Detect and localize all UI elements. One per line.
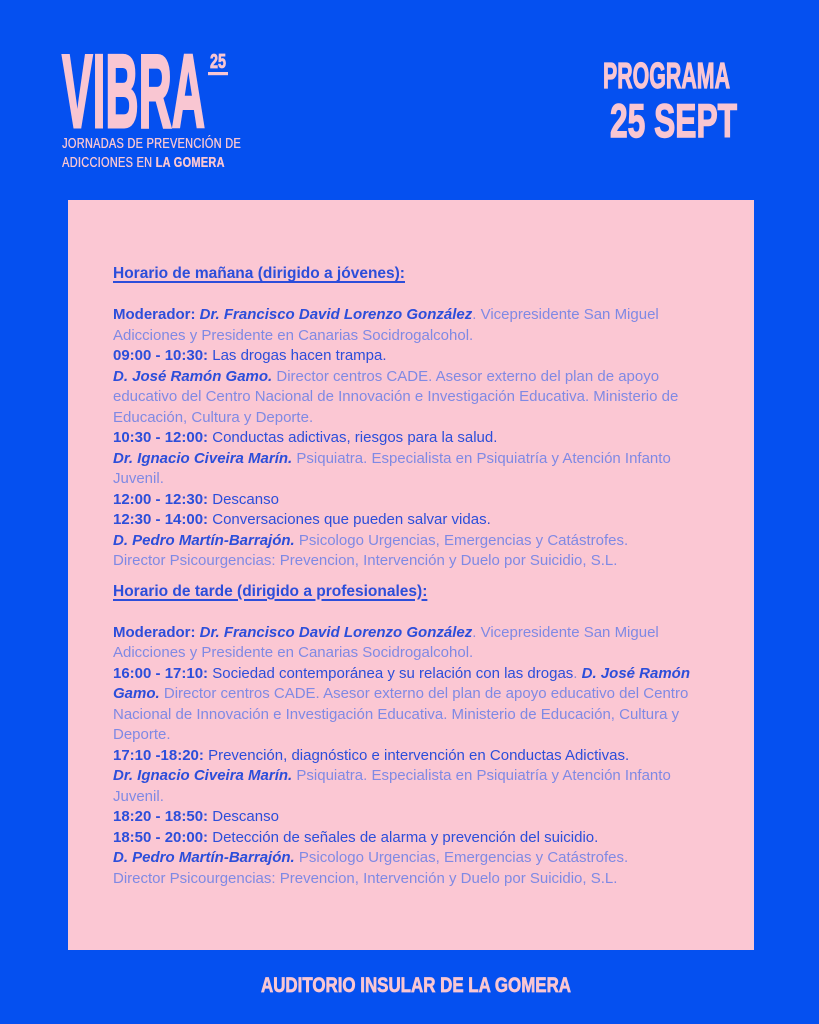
- text-run: D. José Ramón Gamo.: [113, 367, 273, 385]
- schedule-paragraph: 12:00 - 12:30: Descanso: [113, 490, 708, 511]
- schedule-paragraph: 09:00 - 10:30: Las drogas hacen trampa.: [113, 346, 708, 367]
- program-date: 25 SEPT: [610, 94, 737, 147]
- program-date-block: PROGRAMA 25 SEPT: [602, 55, 737, 148]
- text-run: 18:20 - 18:50:: [113, 808, 213, 825]
- text-run: .: [573, 664, 582, 682]
- text-run: . Vicepresidente San Miguel Adicciones y…: [113, 623, 659, 662]
- text-run: Moderador:: [113, 623, 200, 641]
- text-run: Psiquiatra. Especialista en Psiquiatría …: [113, 767, 671, 805]
- text-run: Conversaciones que pueden salvar vidas.: [212, 511, 491, 528]
- text-run: Director centros CADE. Asesor externo de…: [113, 367, 679, 426]
- text-run: D. Pedro Martín-Barrajón.: [113, 531, 295, 549]
- text-run: Conductas adictivas, riesgos para la sal…: [212, 429, 498, 446]
- text-run: 12:00 - 12:30:: [113, 490, 213, 508]
- section-morning: Horario de mañana (dirigido a jóvenes): …: [113, 264, 708, 572]
- text-run: 18:50 - 20:00:: [113, 828, 213, 846]
- schedule-paragraph: 10:30 - 12:00: Conductas adictivas, ries…: [113, 428, 708, 449]
- afternoon-schedule: Moderador: Dr. Francisco David Lorenzo G…: [113, 623, 708, 890]
- vibra-logo: VIBRA 25: [61, 46, 228, 141]
- text-run: D. José Ramón Gamo.: [113, 664, 691, 703]
- text-run: Psicologo Urgencias, Emergencias y Catás…: [294, 849, 629, 866]
- schedule-paragraph: D. José Ramón Gamo. Director centros CAD…: [113, 367, 708, 429]
- text-run: Dr. Francisco David Lorenzo González: [199, 623, 473, 641]
- venue-name: AUDITORIO INSULAR DE LA GOMERA: [261, 974, 571, 997]
- schedule-paragraph: Dr. Ignacio Civeira Marín. Psiquiatra. E…: [113, 449, 708, 490]
- event-subtitle: JORNADAS DE PREVENCIÓN DE ADICCIONES EN …: [62, 135, 241, 172]
- text-run: Psicologo Urgencias, Emergencias y Catás…: [294, 531, 629, 549]
- schedule-paragraph: D. Pedro Martín-Barrajón. Psicologo Urge…: [113, 848, 708, 869]
- text-run: Dr. Francisco David Lorenzo González: [199, 306, 473, 323]
- schedule-paragraph: Moderador: Dr. Francisco David Lorenzo G…: [113, 623, 708, 664]
- text-run: Prevención, diagnóstico e intervención e…: [208, 746, 630, 764]
- subtitle-location: LA GOMERA: [155, 153, 225, 171]
- text-run: 17:10 -18:20:: [113, 746, 209, 764]
- morning-schedule: Moderador: Dr. Francisco David Lorenzo G…: [113, 305, 708, 572]
- schedule-paragraph: Director Psicourgencias: Prevencion, Int…: [113, 551, 708, 572]
- text-run: . Vicepresidente San Miguel Adicciones y…: [113, 306, 659, 344]
- logo-wordmark: VIBRA: [62, 46, 205, 141]
- text-run: 12:30 - 14:00:: [113, 511, 213, 528]
- footer: AUDITORIO INSULAR DE LA GOMERA: [261, 974, 572, 998]
- schedule-paragraph: 18:50 - 20:00: Detección de señales de a…: [113, 828, 708, 849]
- text-run: 16:00 - 17:10:: [113, 664, 213, 682]
- subtitle-line1: JORNADAS DE PREVENCIÓN DE: [62, 135, 241, 152]
- text-run: D. Pedro Martín-Barrajón.: [113, 849, 295, 866]
- schedule-paragraph: Director Psicourgencias: Prevencion, Int…: [113, 869, 708, 890]
- text-run: Psiquiatra. Especialista en Psiquiatría …: [113, 449, 671, 488]
- schedule-paragraph: 12:30 - 14:00: Conversaciones que pueden…: [113, 510, 708, 531]
- text-run: Las drogas hacen trampa.: [212, 347, 387, 364]
- afternoon-heading: Horario de tarde (dirigido a profesional…: [113, 582, 428, 600]
- text-run: Dr. Ignacio Civeira Marín.: [113, 767, 293, 784]
- program-label: PROGRAMA: [603, 55, 730, 96]
- section-afternoon: Horario de tarde (dirigido a profesional…: [113, 582, 708, 890]
- text-run: Director Psicourgencias: Prevencion, Int…: [113, 552, 618, 569]
- text-run: Dr. Ignacio Civeira Marín.: [113, 449, 293, 467]
- schedule-card: Horario de mañana (dirigido a jóvenes): …: [68, 200, 754, 950]
- schedule-paragraph: Dr. Ignacio Civeira Marín. Psiquiatra. E…: [113, 766, 708, 807]
- schedule-paragraph: 17:10 -18:20: Prevención, diagnóstico e …: [113, 746, 708, 767]
- subtitle-line2-prefix: ADICCIONES EN: [62, 153, 156, 171]
- morning-heading: Horario de mañana (dirigido a jóvenes):: [113, 265, 405, 282]
- text-run: 10:30 - 12:00:: [113, 429, 213, 446]
- text-run: Sociedad contemporánea y su relación con…: [212, 664, 574, 682]
- schedule-content: Horario de mañana (dirigido a jóvenes): …: [113, 264, 708, 889]
- text-run: Director Psicourgencias: Prevencion, Int…: [113, 869, 618, 887]
- text-run: Detección de señales de alarma y prevenc…: [212, 828, 599, 846]
- text-run: Director centros CADE. Asesor externo de…: [113, 685, 689, 743]
- text-run: Descanso: [212, 808, 279, 825]
- logo-year: 25: [210, 50, 226, 73]
- schedule-paragraph: 18:20 - 18:50: Descanso: [113, 807, 708, 828]
- logo-year-underline: [208, 72, 228, 76]
- text-run: Descanso: [212, 490, 279, 508]
- schedule-paragraph: D. Pedro Martín-Barrajón. Psicologo Urge…: [113, 531, 708, 552]
- text-run: Moderador:: [113, 306, 200, 323]
- schedule-paragraph: Moderador: Dr. Francisco David Lorenzo G…: [113, 305, 708, 346]
- text-run: 09:00 - 10:30:: [113, 347, 213, 364]
- schedule-paragraph: 16:00 - 17:10: Sociedad contemporánea y …: [113, 664, 708, 746]
